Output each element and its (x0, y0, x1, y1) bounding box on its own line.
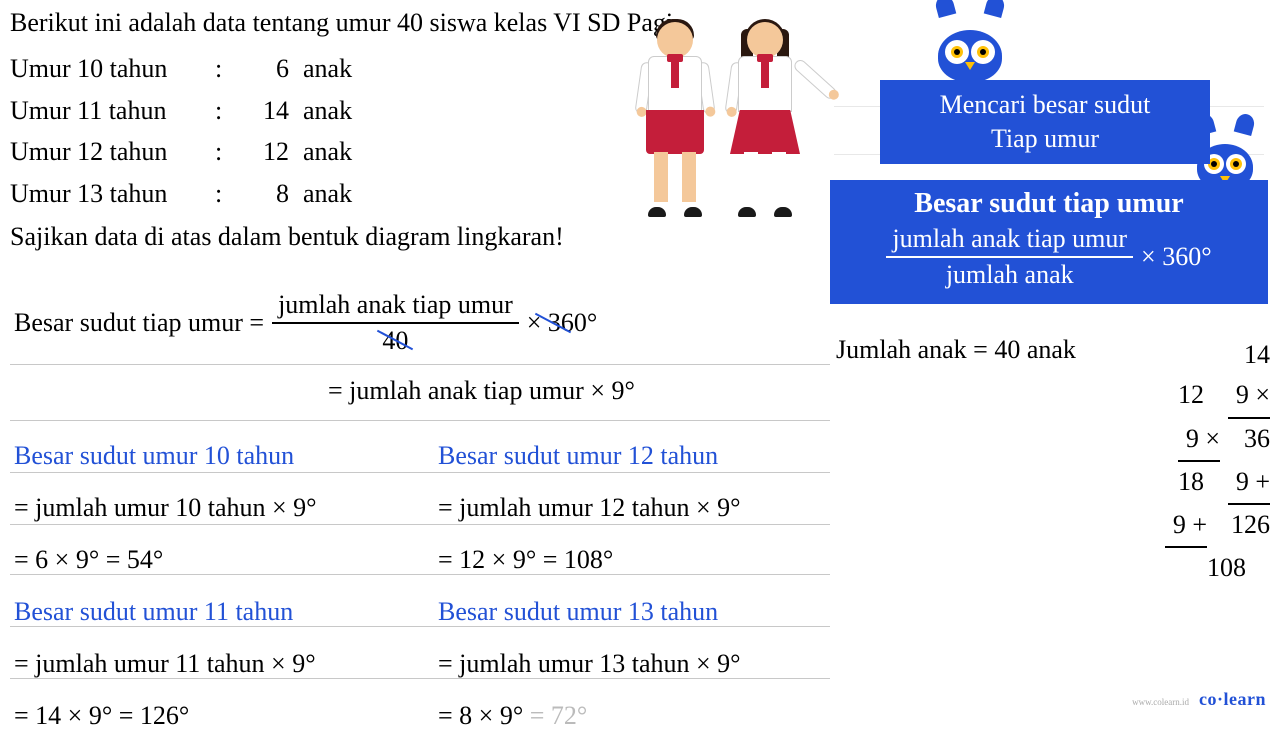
logo-text: co·learn (1199, 689, 1266, 709)
calc-cell: 14 (1244, 335, 1270, 375)
data-count: 12 (243, 131, 289, 173)
calc-column-left: Besar sudut umur 10 tahun = jumlah umur … (14, 430, 434, 742)
data-unit: anak (289, 131, 352, 173)
calc-line: = 12 × 9° = 108° (438, 534, 858, 586)
colon: : (215, 173, 243, 215)
owl-mascot-icon (930, 2, 1010, 82)
formula-box-expr: jumlah anak tiap umur jumlah anak × 360° (842, 224, 1256, 290)
faded-answer: = 72° (530, 701, 588, 730)
calc-line: = 14 × 9° = 126° (14, 690, 434, 742)
multiply-360: × 360° (527, 308, 598, 338)
hint-box-1: Mencari besar sudut Tiap umur (880, 80, 1210, 164)
calc-title-10: Besar sudut umur 10 tahun (14, 430, 434, 482)
data-label: Umur 12 tahun (10, 131, 215, 173)
colearn-logo: www.colearn.id co·learn (1132, 689, 1266, 710)
formula-box-title: Besar sudut tiap umur (842, 188, 1256, 220)
calc-line: = 8 × 9° = 72° (438, 690, 858, 742)
divider (10, 420, 830, 421)
colon: : (215, 48, 243, 90)
logo-url: www.colearn.id (1132, 697, 1189, 707)
data-label: Umur 11 tahun (10, 90, 215, 132)
fraction: jumlah anak tiap umur 40 (272, 290, 519, 356)
age-data-list: Umur 10 tahun : 6 anak Umur 11 tahun : 1… (10, 48, 352, 214)
main-formula-simplified: = jumlah anak tiap umur × 9° (328, 376, 635, 406)
data-count: 8 (243, 173, 289, 215)
formula-box: Besar sudut tiap umur jumlah anak tiap u… (830, 180, 1268, 304)
calc-line: = jumlah umur 13 tahun × 9° (438, 638, 858, 690)
calc-cell: 18 (1178, 462, 1204, 505)
intro-text: Berikut ini adalah data tentang umur 40 … (10, 8, 680, 38)
calc-title-11: Besar sudut umur 11 tahun (14, 586, 434, 638)
calc-line: = jumlah umur 10 tahun × 9° (14, 482, 434, 534)
total-count: Jumlah anak = 40 anak (836, 335, 1076, 365)
instruction-text: Sajikan data di atas dalam bentuk diagra… (10, 222, 564, 252)
calc-title-13: Besar sudut umur 13 tahun (438, 586, 858, 638)
calc-cell: 9 × (1178, 419, 1220, 462)
calc-cell: 108 (1207, 548, 1246, 588)
denominator: jumlah anak (946, 258, 1074, 290)
calc-line: = 6 × 9° = 54° (14, 534, 434, 586)
denominator: 40 (382, 324, 408, 356)
data-label: Umur 13 tahun (10, 173, 215, 215)
calc-cell: 9 + (1165, 505, 1207, 548)
data-label: Umur 10 tahun (10, 48, 215, 90)
side-multiplication: 14 129 × 9 ×36 189 + 9 +126 108 (1165, 335, 1270, 589)
colon: : (215, 131, 243, 173)
data-count: 6 (243, 48, 289, 90)
calc-line: = jumlah umur 12 tahun × 9° (438, 482, 858, 534)
main-formula: Besar sudut tiap umur = jumlah anak tiap… (14, 290, 597, 356)
calc-cell: 36 (1244, 419, 1270, 462)
calc-cell: 9 × (1228, 375, 1270, 418)
calc-line: = jumlah umur 11 tahun × 9° (14, 638, 434, 690)
data-unit: anak (289, 90, 352, 132)
calc-title-12: Besar sudut umur 12 tahun (438, 430, 858, 482)
divider (10, 364, 830, 365)
girl-icon (730, 22, 800, 217)
formula-lhs: Besar sudut tiap umur = (14, 308, 264, 338)
multiply-360: × 360° (1141, 242, 1212, 272)
data-unit: anak (289, 48, 352, 90)
numerator: jumlah anak tiap umur (272, 290, 519, 324)
calc-cell: 126 (1231, 505, 1270, 548)
data-count: 14 (243, 90, 289, 132)
fraction: jumlah anak tiap umur jumlah anak (886, 224, 1133, 290)
calc-column-right: Besar sudut umur 12 tahun = jumlah umur … (438, 430, 858, 742)
hint-line-2: Tiap umur (890, 122, 1200, 156)
data-row-13: Umur 13 tahun : 8 anak (10, 173, 352, 215)
calc-cell: 9 + (1228, 462, 1270, 505)
data-row-12: Umur 12 tahun : 12 anak (10, 131, 352, 173)
data-row-10: Umur 10 tahun : 6 anak (10, 48, 352, 90)
students-illustration (640, 22, 810, 222)
boy-icon (640, 22, 710, 217)
colon: : (215, 90, 243, 132)
data-row-11: Umur 11 tahun : 14 anak (10, 90, 352, 132)
calc-cell: 12 (1178, 375, 1204, 418)
hint-line-1: Mencari besar sudut (890, 88, 1200, 122)
data-unit: anak (289, 173, 352, 215)
numerator: jumlah anak tiap umur (886, 224, 1133, 258)
